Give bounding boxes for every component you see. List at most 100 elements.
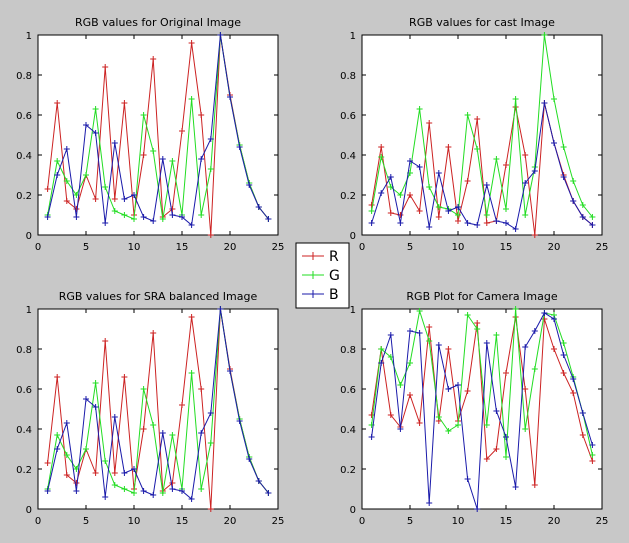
x-tick-label: 20 bbox=[224, 516, 237, 527]
x-tick-label: 15 bbox=[176, 242, 189, 253]
data-point-G bbox=[198, 486, 205, 492]
data-point-G bbox=[92, 106, 99, 112]
data-point-R bbox=[435, 214, 442, 220]
y-tick-label: 0.2 bbox=[340, 191, 356, 202]
data-point-B bbox=[483, 182, 490, 188]
data-point-G bbox=[464, 312, 471, 318]
data-point-G bbox=[503, 454, 509, 460]
data-point-R bbox=[121, 100, 128, 106]
x-tick-label: 10 bbox=[452, 516, 465, 527]
x-tick-label: 20 bbox=[548, 516, 561, 527]
data-point-G bbox=[435, 204, 442, 210]
data-point-G bbox=[416, 106, 423, 112]
data-point-B bbox=[551, 140, 557, 146]
x-tick-label: 25 bbox=[272, 516, 285, 527]
data-point-R bbox=[531, 232, 538, 238]
data-point-G bbox=[63, 452, 70, 458]
x-tick-label: 5 bbox=[407, 242, 413, 253]
data-point-G bbox=[407, 360, 413, 366]
data-point-G bbox=[455, 422, 461, 428]
data-point-R bbox=[169, 206, 176, 212]
data-point-B bbox=[111, 414, 118, 420]
data-point-R bbox=[111, 196, 118, 202]
data-point-B bbox=[54, 172, 61, 178]
data-point-B bbox=[44, 488, 51, 494]
x-tick-label: 25 bbox=[272, 242, 285, 253]
data-point-R bbox=[54, 100, 61, 106]
data-point-R bbox=[102, 64, 109, 70]
data-point-B bbox=[455, 204, 461, 210]
legend: RGB bbox=[295, 242, 350, 309]
data-point-B bbox=[522, 180, 529, 186]
data-point-G bbox=[54, 158, 61, 164]
series-line-R bbox=[371, 316, 593, 486]
data-point-G bbox=[483, 422, 490, 428]
data-point-R bbox=[92, 196, 99, 202]
chart-panel-2: RGB values for cast Image 0 5 10 15 20 25 0 0.2 0… bbox=[340, 16, 608, 253]
data-point-G bbox=[92, 380, 99, 386]
data-point-B bbox=[493, 408, 500, 414]
data-point-B bbox=[159, 430, 166, 436]
x-tick-label: 0 bbox=[359, 242, 365, 253]
data-point-R bbox=[483, 456, 490, 462]
data-point-G bbox=[493, 332, 500, 338]
data-point-G bbox=[111, 208, 118, 214]
y-tick-label: 0.6 bbox=[340, 385, 356, 396]
data-point-G bbox=[503, 206, 509, 212]
data-point-R bbox=[140, 426, 147, 432]
data-point-B bbox=[73, 214, 80, 220]
data-point-G bbox=[560, 340, 567, 346]
data-point-G bbox=[579, 202, 586, 208]
data-point-B bbox=[217, 306, 224, 312]
data-point-R bbox=[570, 390, 577, 396]
data-point-B bbox=[474, 222, 481, 228]
data-point-G bbox=[121, 212, 128, 218]
data-point-G bbox=[150, 422, 157, 428]
data-point-B bbox=[445, 386, 452, 392]
data-point-R bbox=[589, 458, 596, 464]
data-point-B bbox=[560, 174, 567, 180]
data-point-B bbox=[589, 442, 596, 448]
legend-label-R: R bbox=[329, 249, 339, 265]
data-point-R bbox=[522, 152, 529, 158]
data-point-R bbox=[503, 370, 509, 376]
data-point-B bbox=[83, 122, 89, 128]
data-point-R bbox=[73, 480, 80, 486]
data-point-G bbox=[169, 158, 176, 164]
data-point-R bbox=[44, 186, 51, 192]
data-point-B bbox=[503, 434, 509, 440]
data-point-R bbox=[179, 128, 185, 134]
data-point-R bbox=[207, 232, 214, 238]
x-tick-label: 15 bbox=[500, 516, 513, 527]
data-point-B bbox=[102, 494, 109, 500]
data-point-B bbox=[54, 446, 61, 452]
data-point-G bbox=[397, 382, 404, 388]
data-point-G bbox=[531, 366, 538, 372]
y-tick-label: 0 bbox=[350, 505, 356, 516]
series-line-G bbox=[371, 34, 593, 218]
data-point-R bbox=[188, 40, 195, 46]
data-point-B bbox=[531, 328, 538, 334]
data-point-B bbox=[483, 340, 490, 346]
y-tick-label: 1 bbox=[26, 305, 32, 316]
data-point-R bbox=[560, 370, 567, 376]
y-tick-label: 0.4 bbox=[16, 425, 32, 436]
data-point-R bbox=[368, 202, 375, 208]
data-point-B bbox=[207, 136, 214, 142]
data-point-R bbox=[474, 116, 481, 122]
data-point-G bbox=[83, 172, 89, 178]
data-point-B bbox=[551, 316, 557, 322]
data-point-B bbox=[92, 404, 99, 410]
data-point-G bbox=[512, 306, 519, 312]
data-point-R bbox=[179, 402, 185, 408]
data-point-R bbox=[579, 432, 586, 438]
data-point-B bbox=[445, 208, 452, 214]
data-point-B bbox=[541, 310, 548, 316]
data-point-B bbox=[255, 204, 262, 210]
data-point-R bbox=[121, 374, 128, 380]
data-point-R bbox=[207, 506, 214, 512]
data-point-B bbox=[169, 486, 176, 492]
data-point-G bbox=[493, 156, 500, 162]
data-point-G bbox=[445, 428, 452, 434]
